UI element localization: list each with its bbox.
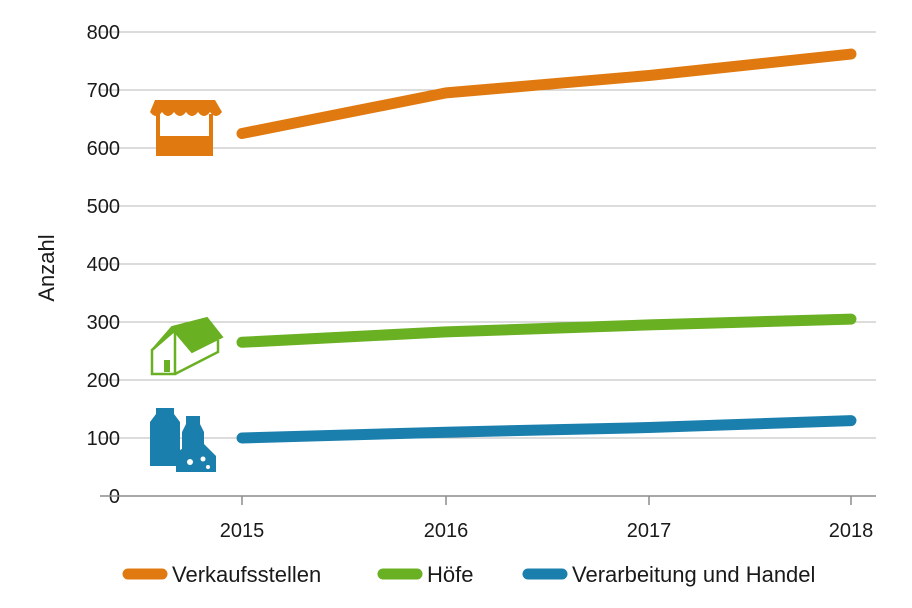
y-tick-label: 300 bbox=[87, 312, 120, 334]
x-tick-label: 2016 bbox=[424, 520, 469, 542]
y-tick-label: 800 bbox=[87, 22, 120, 44]
y-tick-label: 200 bbox=[87, 370, 120, 392]
y-tick-label: 100 bbox=[87, 428, 120, 450]
legend-label: Höfe bbox=[427, 562, 473, 587]
dairy-products-icon bbox=[150, 408, 216, 472]
farmhouse-icon bbox=[150, 316, 224, 376]
market-stall-icon bbox=[150, 100, 222, 156]
y-axis-label: Anzahl bbox=[34, 234, 59, 301]
x-tick-label: 2018 bbox=[829, 520, 874, 542]
series-line-2 bbox=[236, 415, 857, 444]
y-tick-labels: 0 100 200 300 400 500 600 700 800 bbox=[87, 22, 120, 508]
series-line-1 bbox=[236, 313, 857, 348]
x-tick-label: 2017 bbox=[627, 520, 672, 542]
legend: Verkaufsstellen Höfe Verarbeitung und Hand… bbox=[122, 562, 815, 587]
gridlines bbox=[100, 31, 876, 439]
legend-label: Verkaufsstellen bbox=[172, 562, 321, 587]
y-tick-label: 600 bbox=[87, 138, 120, 160]
series-line-0 bbox=[236, 48, 857, 139]
series-lines bbox=[236, 48, 857, 444]
y-tick-label: 500 bbox=[87, 196, 120, 218]
x-axis: 2015 2016 2017 2018 bbox=[100, 495, 876, 542]
legend-label: Verarbeitung und Handel bbox=[572, 562, 815, 587]
y-tick-label: 400 bbox=[87, 254, 120, 276]
y-tick-label: 0 bbox=[109, 486, 120, 508]
x-tick-label: 2015 bbox=[220, 520, 265, 542]
y-tick-label: 700 bbox=[87, 80, 120, 102]
